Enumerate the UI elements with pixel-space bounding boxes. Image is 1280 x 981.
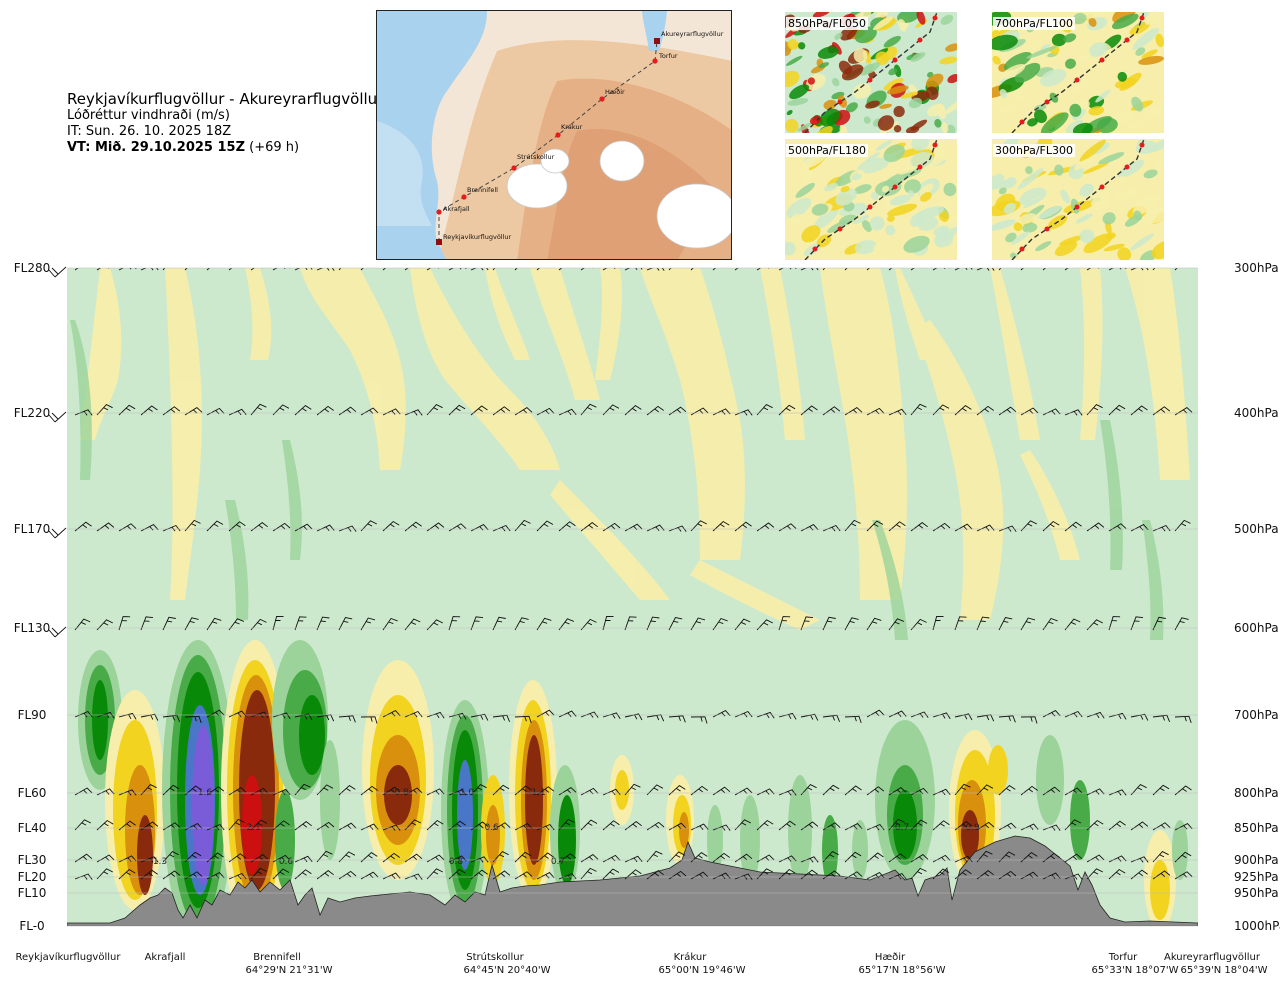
- map-label-strutskollur: Strútskollur: [517, 153, 555, 161]
- left-axis-label: FL170: [14, 522, 51, 536]
- thumbnail-300hpa: 300hPa/FL300: [992, 139, 1164, 260]
- value-label: 1.3: [153, 857, 167, 867]
- right-axis-label: 300hPa: [1234, 262, 1279, 275]
- map-label-akureyri: Akureyrarflugvöllur: [661, 30, 724, 38]
- left-axis-label: FL30: [18, 853, 47, 867]
- station-label: Akrafjall: [145, 952, 186, 963]
- axis-wind-barb: [49, 528, 66, 538]
- right-axis-label: 1000hPa: [1234, 919, 1280, 933]
- thumbnail-label: 500hPa/FL180: [786, 144, 868, 157]
- station-coords: 65°33'N 18°07'W: [1092, 965, 1179, 976]
- station-coords: 65°17'N 18°56'W: [859, 965, 946, 976]
- map-label-reykjavik: Reykjavíkurflugvöllur: [443, 233, 512, 241]
- station-label: Reykjavíkurflugvöllur: [16, 951, 122, 963]
- axis-wind-barb: [49, 627, 66, 637]
- right-axis-label: 400hPa: [1234, 406, 1279, 420]
- station-label: Torfur: [1108, 952, 1138, 963]
- right-axis-label: 800hPa: [1234, 786, 1279, 800]
- chart-header: Reykjavíkurflugvöllur - Akureyrarflugvöl…: [67, 90, 387, 156]
- left-axis-label: FL130: [14, 621, 51, 635]
- thumbnail-700hpa: 700hPa/FL100: [992, 12, 1164, 133]
- valid-time: VT: Mið. 29.10.2025 15Z (+69 h): [67, 140, 387, 156]
- issue-time: IT: Sun. 26. 10. 2025 18Z: [67, 124, 387, 140]
- vertical-velocity-field: 1.6-2.11.3 0.6-0.8 1.0-0.60.8-1.10.70.7 -0.…: [67, 262, 1198, 940]
- thumbnail-500hpa: 500hPa/FL180: [785, 139, 957, 260]
- station-coords: 64°45'N 20°40'W: [464, 965, 551, 976]
- station-label: Akureyrarflugvöllur: [1164, 952, 1261, 963]
- map-label-torfur: Torfur: [658, 52, 678, 60]
- route-map: Reykjavíkurflugvöllur Akrafjall Brennife…: [376, 10, 732, 260]
- station-label: Brennifell: [253, 952, 301, 963]
- chart-title: Reykjavíkurflugvöllur - Akureyrarflugvöl…: [67, 90, 387, 108]
- left-axis-label: FL20: [18, 870, 47, 884]
- left-axis-label: FL90: [18, 708, 47, 722]
- station-coords: 65°39'N 18°04'W: [1181, 965, 1268, 976]
- right-axis-label: 500hPa: [1234, 522, 1279, 536]
- map-label-krakur: Krákur: [561, 123, 583, 131]
- value-label: 0.8: [449, 857, 464, 867]
- right-axis-label: 950hPa: [1234, 886, 1279, 900]
- station-label: Strútskollur: [466, 951, 524, 963]
- left-axis-label: FL280: [14, 262, 51, 275]
- station-coords: 65°00'N 19°46'W: [659, 965, 746, 976]
- station-label: Hæðir: [875, 952, 906, 963]
- value-label: 0.6: [279, 857, 294, 867]
- axis-wind-barb: [49, 412, 66, 422]
- right-axis-label: 600hPa: [1234, 621, 1279, 635]
- map-label-brennifell: Brennifell: [467, 186, 498, 194]
- thumbnail-label: 850hPa/FL050: [786, 17, 868, 30]
- left-axis-label: FL220: [14, 406, 51, 420]
- station-coords: 64°29'N 21°31'W: [246, 965, 333, 976]
- map-label-akrafjall: Akrafjall: [443, 205, 470, 213]
- left-axis-label: FL10: [18, 886, 47, 900]
- valid-time-label: VT: Mið. 29.10.2025 15Z: [67, 140, 245, 155]
- right-axis-label: 900hPa: [1234, 853, 1279, 867]
- right-axis-label: 925hPa: [1234, 870, 1279, 884]
- left-axis-label: FL60: [18, 786, 47, 800]
- station-label: Krákur: [674, 951, 708, 963]
- thumbnail-850hpa: 850hPa/FL050: [785, 12, 957, 133]
- chart-subtitle: Lóðréttur vindhraði (m/s): [67, 108, 387, 124]
- axis-wind-barb: [49, 267, 66, 277]
- valid-time-offset: (+69 h): [249, 140, 299, 155]
- left-axis-label: FL-0: [19, 919, 44, 933]
- map-label-haedir: Hæðir: [605, 88, 625, 96]
- value-label: 0.7: [551, 857, 565, 867]
- left-axis-label: FL40: [18, 821, 47, 835]
- cross-section-chart: 1.6-2.11.3 0.6-0.8 1.0-0.60.8-1.10.70.7 -0.…: [0, 262, 1280, 981]
- right-axis-label: 850hPa: [1234, 821, 1279, 835]
- thumbnail-label: 700hPa/FL100: [993, 17, 1075, 30]
- thumbnail-label: 300hPa/FL300: [993, 144, 1075, 157]
- right-axis-label: 700hPa: [1234, 708, 1279, 722]
